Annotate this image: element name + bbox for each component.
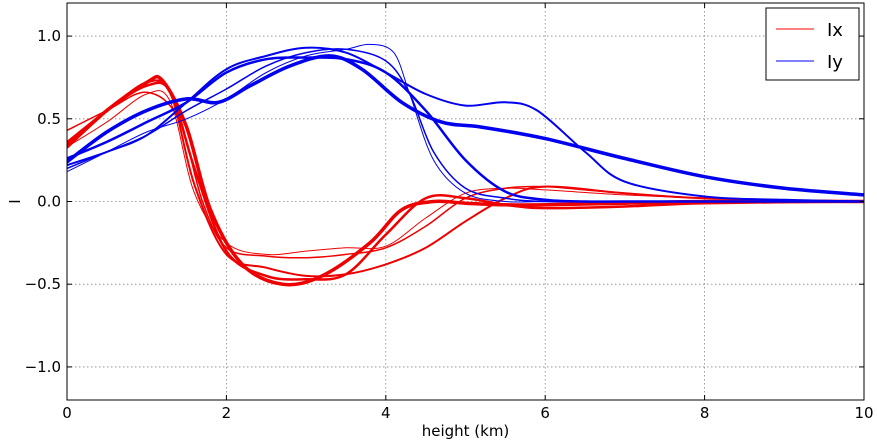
series-line-iy-10: [67, 54, 864, 197]
legend-label-ix: Ix: [827, 20, 843, 41]
y-tick-label: 0.5: [37, 110, 61, 128]
series-line-iy-9: [67, 56, 864, 203]
y-tick-label: −1.0: [25, 358, 61, 376]
x-tick-label: 8: [700, 404, 710, 422]
legend-box: [765, 7, 860, 81]
legend-label-iy: Iy: [827, 52, 843, 73]
x-tick-label: 4: [381, 404, 391, 422]
x-tick-label: 6: [540, 404, 550, 422]
series-layer: [67, 43, 864, 287]
x-tick-label: 0: [62, 404, 72, 422]
ticks: [66, 3, 865, 400]
x-tick-label: 10: [854, 404, 873, 422]
x-axis-label: height (km): [422, 422, 510, 440]
x-tick-label: 2: [222, 404, 232, 422]
y-tick-label: −0.5: [25, 275, 61, 293]
legend: Ix Iy: [765, 7, 860, 81]
series-line-ix-5: [67, 74, 864, 287]
y-tick-labels: −1.0 −0.5 0.0 0.5 1.0: [25, 27, 61, 376]
x-tick-labels: 0 2 4 6 8 10: [62, 404, 873, 422]
y-axis-label: I: [6, 199, 24, 203]
y-tick-label: 0.0: [37, 193, 61, 211]
y-tick-label: 1.0: [37, 27, 61, 45]
